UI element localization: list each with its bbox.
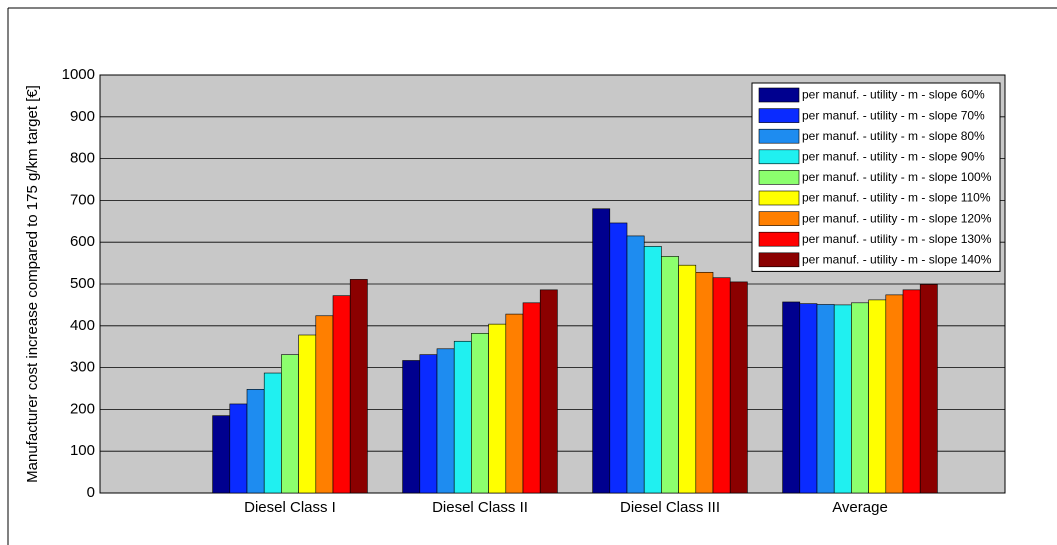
- legend-swatch: [758, 87, 800, 103]
- bar: [695, 271, 714, 494]
- legend-label: per manuf. - utility - m - slope 60%: [802, 88, 985, 102]
- bar: [522, 302, 541, 494]
- bar: [643, 246, 662, 494]
- bar: [246, 389, 265, 494]
- bar: [505, 313, 524, 494]
- bar: [281, 354, 299, 494]
- y-tick-label: 0: [87, 484, 95, 501]
- legend-swatch: [758, 211, 800, 226]
- y-tick-label: 800: [70, 150, 95, 167]
- bar: [919, 284, 938, 494]
- y-tick-label: 500: [70, 275, 95, 292]
- legend-swatch: [758, 170, 800, 185]
- bar: [298, 334, 317, 494]
- bar: [436, 348, 455, 494]
- legend-label: per manuf. - utility - m - slope 140%: [802, 252, 992, 266]
- bar: [453, 340, 472, 494]
- bar: [229, 403, 248, 494]
- bar: [263, 372, 282, 494]
- bar: [349, 279, 368, 494]
- bar: [729, 281, 748, 494]
- bar: [816, 304, 835, 494]
- legend-swatch: [758, 128, 800, 144]
- legend-label: per manuf. - utility - m - slope 120%: [802, 211, 992, 225]
- bar: [833, 304, 852, 494]
- y-axis-label: Manufacturer cost increase compared to 1…: [24, 85, 41, 483]
- y-tick-label: 200: [70, 400, 95, 417]
- bar: [885, 294, 904, 494]
- y-tick-label: 1000: [62, 66, 95, 83]
- bar: [315, 315, 334, 494]
- bar: [868, 299, 887, 494]
- y-tick-label: 300: [70, 359, 95, 376]
- bar: [471, 333, 489, 494]
- bar: [712, 277, 731, 494]
- bar: [539, 289, 558, 494]
- x-tick-label: Diesel Class II: [432, 499, 528, 516]
- bar: [626, 235, 645, 494]
- bar: [678, 264, 697, 494]
- bar: [402, 360, 421, 494]
- bar: [609, 222, 628, 494]
- bar: [782, 301, 801, 494]
- bar: [212, 415, 231, 494]
- y-tick-label: 900: [70, 108, 95, 125]
- x-tick-label: Diesel Class I: [244, 499, 336, 516]
- bar: [902, 289, 921, 494]
- y-tick-label: 600: [70, 233, 95, 250]
- bar: [661, 256, 679, 494]
- bar: [592, 208, 611, 494]
- legend-label: per manuf. - utility - m - slope 130%: [802, 232, 992, 246]
- legend-swatch: [758, 149, 800, 165]
- x-tick-label: Average: [832, 499, 888, 516]
- y-tick-label: 400: [70, 317, 95, 334]
- bar: [488, 323, 507, 494]
- legend-label: per manuf. - utility - m - slope 70%: [802, 108, 985, 122]
- legend-swatch: [758, 231, 800, 247]
- bar: [332, 295, 351, 494]
- bar: [419, 354, 438, 494]
- legend-label: per manuf. - utility - m - slope 110%: [802, 191, 991, 205]
- y-tick-label: 100: [70, 442, 95, 459]
- bar: [851, 302, 869, 494]
- legend-swatch: [758, 190, 800, 206]
- legend-label: per manuf. - utility - m - slope 80%: [802, 129, 985, 143]
- legend-label: per manuf. - utility - m - slope 90%: [802, 149, 985, 163]
- x-tick-label: Diesel Class III: [620, 499, 720, 516]
- legend-swatch: [758, 108, 800, 123]
- legend-label: per manuf. - utility - m - slope 100%: [802, 170, 992, 184]
- legend-swatch: [758, 252, 800, 268]
- bar: [799, 303, 818, 494]
- y-tick-label: 700: [70, 191, 95, 208]
